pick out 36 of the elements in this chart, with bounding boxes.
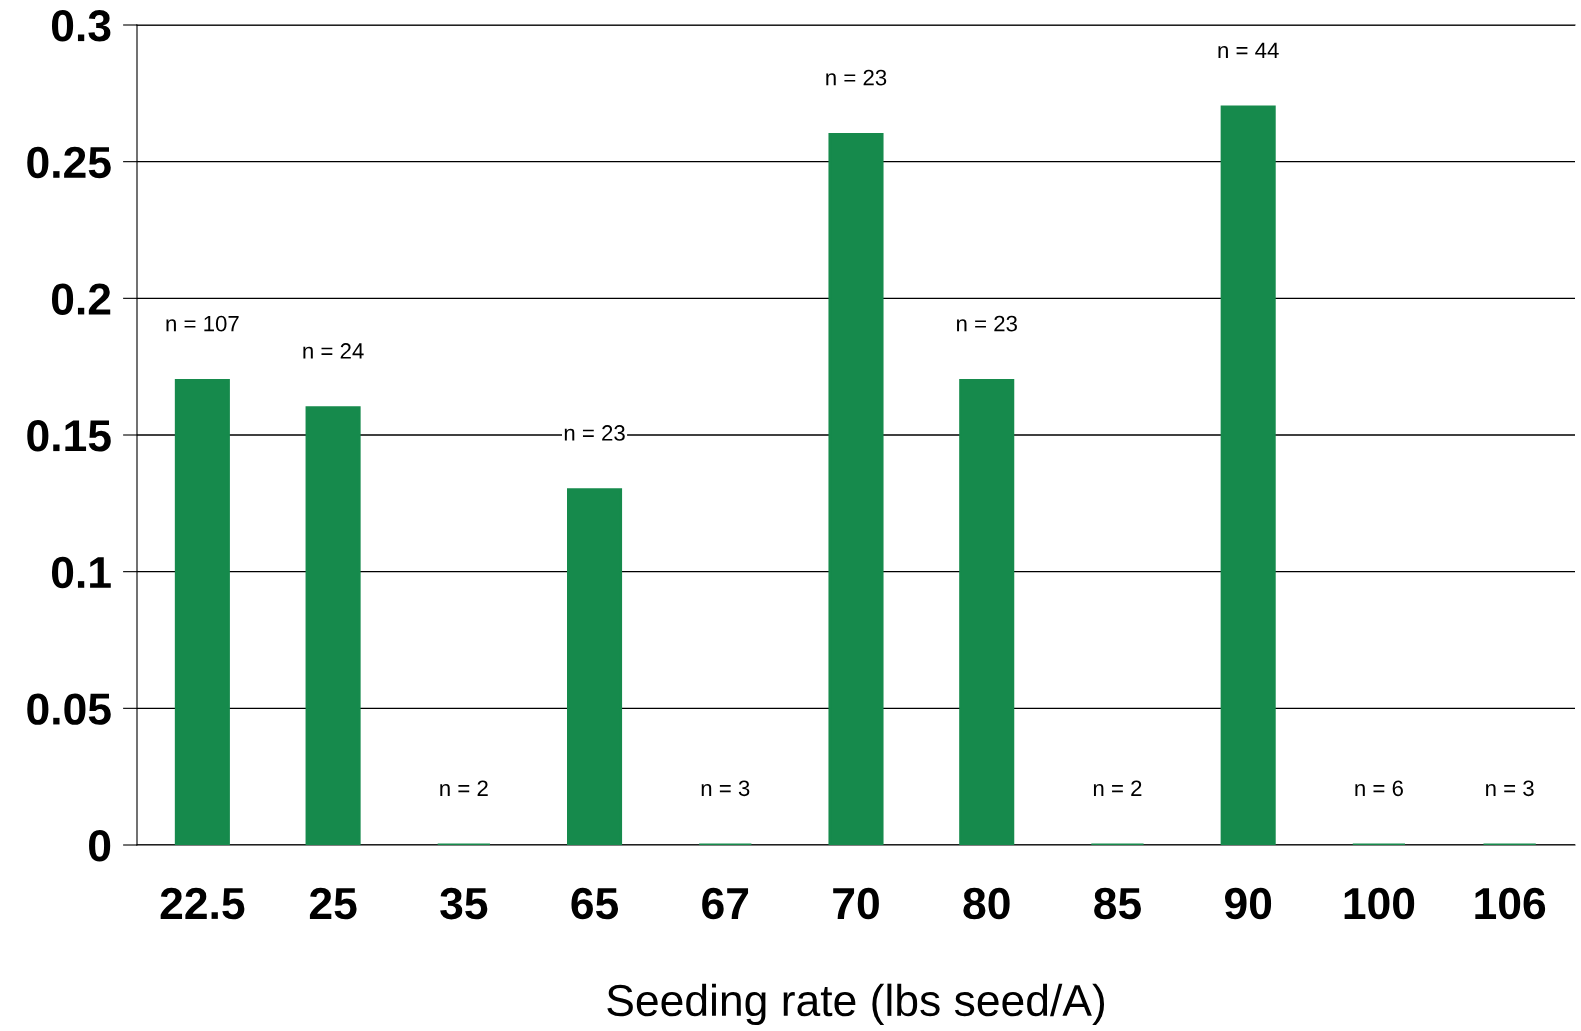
annotation: n = 44 [1218,42,1279,58]
y-tick-label: 0.15 [27,420,111,452]
annotation: n = 107 [166,315,239,332]
annotation: n = 23 [957,315,1017,332]
y-tick-label: 0.05 [27,693,111,725]
annotation: n = 23 [564,425,625,441]
x-tick-label: 67 [702,887,749,920]
annotation: n = 2 [440,780,488,796]
x-tick-label: 80 [963,887,1010,920]
x-tick-label: 25 [309,887,357,920]
x-tick-label: 85 [1094,887,1141,920]
annotation: n = 24 [303,343,364,359]
x-tick-label: 65 [571,887,619,920]
x-tick-label: 35 [440,887,488,920]
y-tick-label: 0.1 [51,556,111,589]
bar [828,132,884,845]
x-tick-label: 100 [1344,887,1415,920]
annotation: n = 3 [1486,780,1534,797]
x-axis-title: Seeding rate (lbs seed/A) [607,983,1105,1026]
x-tick-label: 70 [833,887,879,920]
x-tick-label: 106 [1475,887,1546,920]
bar [567,488,623,845]
y-tick-label: 0.3 [51,10,111,42]
y-tick-label: 0.25 [27,146,111,179]
annotation: n = 23 [826,69,887,86]
annotation: n = 6 [1355,780,1403,797]
annotation: n = 3 [701,780,750,797]
bar [1220,105,1276,845]
x-tick-label: 22.5 [160,887,245,920]
bar [959,378,1015,845]
annotation: n = 2 [1093,780,1142,796]
y-tick-label: 0 [89,830,111,862]
bar [174,378,230,845]
y-tick-label: 0.2 [51,283,111,315]
x-tick-label: 90 [1225,887,1272,920]
bar [305,406,361,845]
